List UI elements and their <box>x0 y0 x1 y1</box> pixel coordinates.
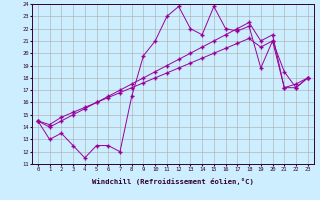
X-axis label: Windchill (Refroidissement éolien,°C): Windchill (Refroidissement éolien,°C) <box>92 178 254 185</box>
